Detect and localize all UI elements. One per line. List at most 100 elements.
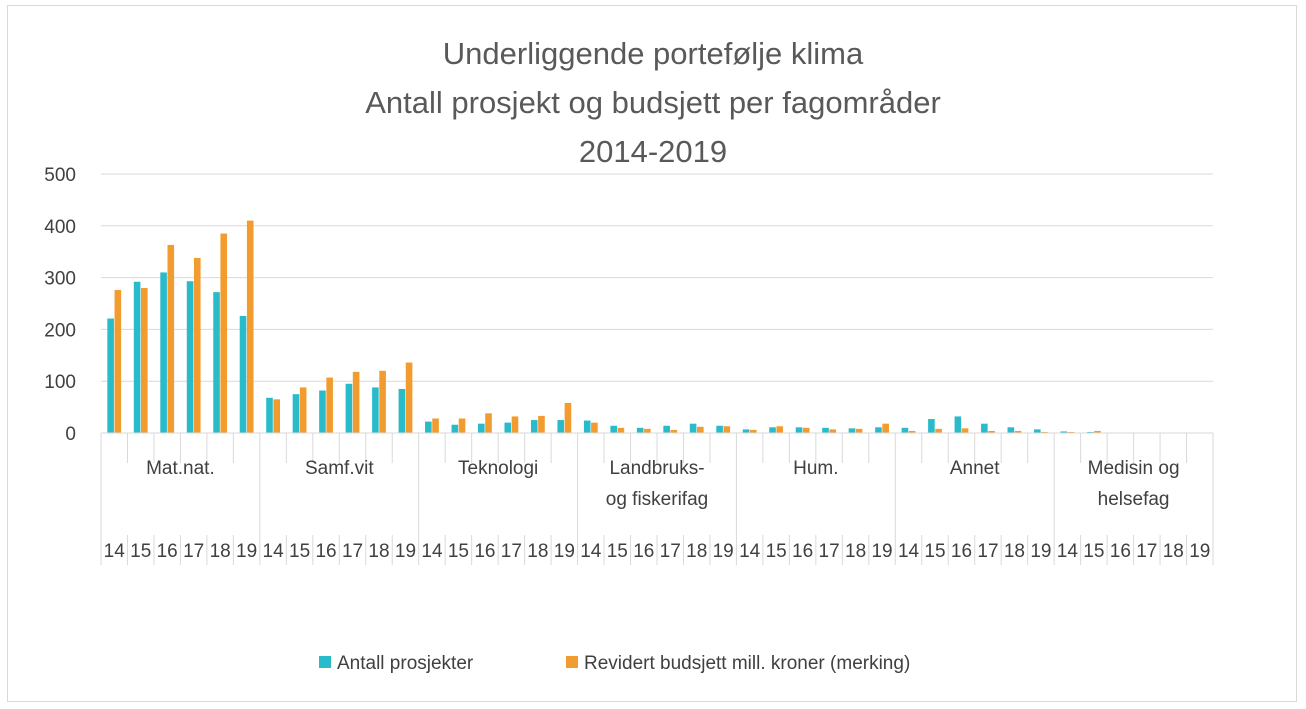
year-tick-label: 18	[210, 541, 231, 562]
bar-antall-prosjekter	[848, 428, 856, 433]
bar-revidert-budsjett	[644, 428, 651, 433]
bar-revidert-budsjett	[1041, 431, 1048, 433]
bar-antall-prosjekter	[742, 429, 750, 433]
bar-revidert-budsjett	[882, 423, 889, 433]
bar-antall-prosjekter	[901, 427, 909, 433]
bar-revidert-budsjett	[1014, 430, 1022, 433]
bar-antall-prosjekter	[1034, 429, 1041, 433]
year-tick-label: 18	[845, 541, 866, 562]
bar-antall-prosjekter	[266, 397, 273, 433]
bar-revidert-budsjett	[908, 430, 916, 433]
gridlines	[101, 173, 1213, 434]
year-tick-label: 14	[580, 541, 602, 562]
bar-revidert-budsjett	[617, 427, 625, 433]
bar-antall-prosjekter	[478, 423, 485, 433]
bar-revidert-budsjett	[379, 370, 386, 433]
legend-label: Antall prosjekter	[337, 653, 474, 674]
year-tick-label: 17	[1136, 541, 1157, 562]
year-tick-label: 14	[421, 541, 443, 562]
bar-revidert-budsjett	[1094, 430, 1101, 433]
bar-antall-prosjekter	[213, 292, 220, 433]
bar-antall-prosjekter	[1007, 427, 1015, 433]
bar-revidert-budsjett	[1067, 431, 1075, 433]
y-tick-label: 400	[44, 217, 76, 238]
bar-antall-prosjekter	[689, 423, 697, 433]
bar-antall-prosjekter	[636, 427, 644, 433]
year-tick-label: 18	[1163, 541, 1184, 562]
year-tick-label: 18	[1004, 541, 1025, 562]
year-tick-label: 16	[474, 541, 495, 562]
year-tick-label: 16	[1110, 541, 1131, 562]
bar-antall-prosjekter	[186, 281, 194, 433]
year-tick-label: 16	[633, 541, 654, 562]
y-tick-label: 200	[44, 320, 76, 341]
bar-revidert-budsjett	[193, 257, 201, 433]
legend-label: Revidert budsjett mill. kroner (merking)	[584, 653, 910, 674]
category-label: Samf.vit	[305, 458, 374, 479]
year-tick-label: 15	[448, 541, 469, 562]
year-tick-label: 15	[289, 541, 310, 562]
bar-antall-prosjekter	[107, 318, 114, 433]
bar-revidert-budsjett	[114, 290, 122, 433]
bar-revidert-budsjett	[591, 422, 598, 433]
bar-antall-prosjekter	[345, 383, 353, 433]
category-label: Teknologi	[458, 458, 538, 479]
bar-antall-prosjekter	[557, 420, 565, 433]
legend: Antall prosjekter Revidert budsjett mill.…	[319, 653, 910, 674]
year-tick-label: 17	[819, 541, 840, 562]
category-label: Hum.	[793, 458, 838, 479]
year-tick-label: 19	[395, 541, 416, 562]
year-tick-label: 16	[792, 541, 813, 562]
bar-revidert-budsjett	[458, 418, 466, 433]
year-tick-label: 18	[686, 541, 707, 562]
bar-antall-prosjekter	[1086, 431, 1094, 433]
legend-swatch	[319, 656, 331, 668]
bar-revidert-budsjett	[538, 415, 545, 433]
bar-revidert-budsjett	[485, 413, 492, 433]
year-tick-label: 17	[342, 541, 363, 562]
bar-revidert-budsjett	[220, 233, 228, 433]
bar-antall-prosjekter	[795, 427, 803, 433]
bar-antall-prosjekter	[398, 388, 406, 433]
year-tick-label: 14	[104, 541, 126, 562]
year-tick-label: 15	[130, 541, 151, 562]
bar-revidert-budsjett	[511, 416, 519, 433]
year-tick-label: 19	[713, 541, 734, 562]
bar-antall-prosjekter	[504, 422, 512, 433]
year-tick-label: 15	[924, 541, 945, 562]
year-tick-label: 19	[1030, 541, 1051, 562]
bar-antall-prosjekter	[769, 427, 776, 433]
year-tick-label: 19	[236, 541, 257, 562]
y-tick-label: 500	[44, 165, 76, 186]
category-label: Annet	[950, 458, 1000, 479]
bar-revidert-budsjett	[776, 426, 784, 433]
chart-title-line-3: 2014-2019	[579, 134, 727, 169]
year-tick-label: 18	[368, 541, 389, 562]
bar-antall-prosjekter	[875, 427, 882, 433]
bar-antall-prosjekter	[530, 420, 538, 433]
bar-antall-prosjekter	[319, 390, 326, 433]
year-tick-label: 15	[607, 541, 628, 562]
category-label: Mat.nat.	[146, 458, 215, 479]
bar-antall-prosjekter	[292, 394, 300, 433]
y-tick-label: 0	[65, 424, 76, 445]
bar-revidert-budsjett	[273, 399, 280, 433]
category-label: og fiskerifag	[606, 489, 708, 510]
bar-revidert-budsjett	[141, 287, 148, 433]
bar-antall-prosjekter	[133, 281, 141, 433]
y-tick-label: 300	[44, 269, 76, 290]
bar-antall-prosjekter	[822, 427, 829, 433]
bar-revidert-budsjett	[246, 220, 254, 433]
bar-revidert-budsjett	[299, 387, 307, 433]
bar-antall-prosjekter	[954, 416, 962, 433]
bar-revidert-budsjett	[855, 428, 863, 433]
year-tick-label: 17	[977, 541, 998, 562]
bar-antall-prosjekter	[928, 419, 935, 433]
chart-title: Underliggende portefølje klima Antall pr…	[365, 36, 941, 169]
bar-antall-prosjekter	[451, 424, 459, 433]
year-tick-label: 14	[1057, 541, 1079, 562]
year-tick-label: 19	[871, 541, 892, 562]
bar-revidert-budsjett	[564, 402, 572, 433]
year-tick-label: 14	[739, 541, 761, 562]
